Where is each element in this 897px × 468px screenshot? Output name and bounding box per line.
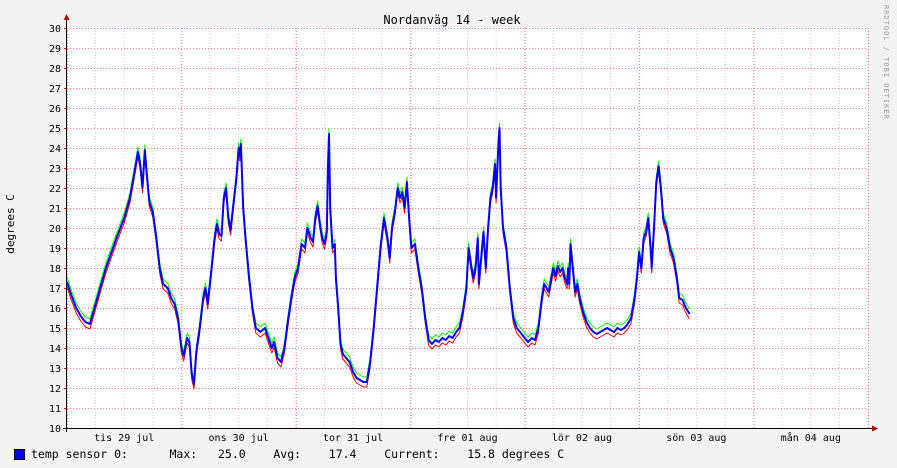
x-tick-label: mån 04 aug	[781, 431, 841, 444]
y-axis-tick-labels: 10 11 12 13 14 15 16 17 18 19 20 21 22 23 24 25 26 27 28 29…	[49, 24, 61, 435]
series-line-temp-sensor-0	[66, 127, 691, 385]
x-tick-label: sön 03 aug	[666, 433, 726, 444]
x-tick-label: tis 29 jul	[94, 433, 154, 444]
y-tick-label: 24	[49, 144, 61, 155]
y-tick-label: 20	[49, 224, 61, 235]
legend: temp sensor 0: Max: 25.0 Avg: 17.4 Curre…	[14, 447, 564, 461]
legend-series-label: temp sensor 0:	[31, 447, 128, 461]
grid-lines	[64, 28, 869, 429]
y-tick-label: 21	[49, 204, 61, 215]
series-layer	[66, 122, 691, 390]
y-tick-label: 18	[49, 264, 61, 275]
legend-avg-value: 17.4	[328, 447, 357, 461]
x-tick-label: tor 31 jul	[323, 433, 383, 444]
x-axis-arrow-icon	[872, 425, 878, 432]
chart-title: Nordanväg 14 - week	[383, 13, 521, 27]
y-tick-label: 23	[49, 164, 61, 175]
x-axis-tick-labels: tis 29 jul ons 30 jul tor 31 jul fre 01 aug…	[94, 431, 841, 444]
legend-max-label: Max:	[169, 447, 198, 461]
y-tick-label: 13	[49, 364, 61, 375]
y-tick-label: 25	[49, 124, 61, 135]
x-tick-label: lör 02 aug	[552, 433, 612, 444]
y-tick-label: 28	[49, 64, 61, 75]
y-tick-label: 19	[49, 244, 61, 255]
y-tick-label: 15	[49, 324, 61, 335]
y-tick-label: 17	[49, 284, 61, 295]
legend-current-value: 15.8 degrees C	[467, 447, 565, 461]
axes	[63, 14, 878, 432]
y-tick-label: 30	[49, 24, 61, 35]
y-axis-arrow-icon	[63, 14, 70, 20]
y-tick-label: 12	[49, 384, 61, 395]
y-axis-label: degrees C	[4, 194, 17, 254]
x-tick-label: ons 30 jul	[209, 433, 269, 444]
legend-swatch	[14, 448, 25, 460]
legend-current-label: Current:	[384, 447, 440, 461]
y-tick-label: 22	[49, 184, 61, 195]
y-tick-label: 29	[49, 44, 61, 55]
y-tick-label: 10	[49, 424, 61, 435]
y-tick-label: 26	[49, 104, 61, 115]
y-tick-label: 14	[49, 344, 61, 355]
y-tick-label: 27	[49, 84, 61, 95]
legend-avg-label: Avg:	[273, 447, 302, 461]
legend-max-value: 25.0	[217, 447, 246, 461]
watermark: RRDTOOL / TOBI OETIKER	[882, 5, 890, 120]
x-tick-label: fre 01 aug	[437, 433, 497, 444]
y-tick-label: 11	[49, 404, 61, 415]
y-tick-label: 16	[49, 304, 61, 315]
